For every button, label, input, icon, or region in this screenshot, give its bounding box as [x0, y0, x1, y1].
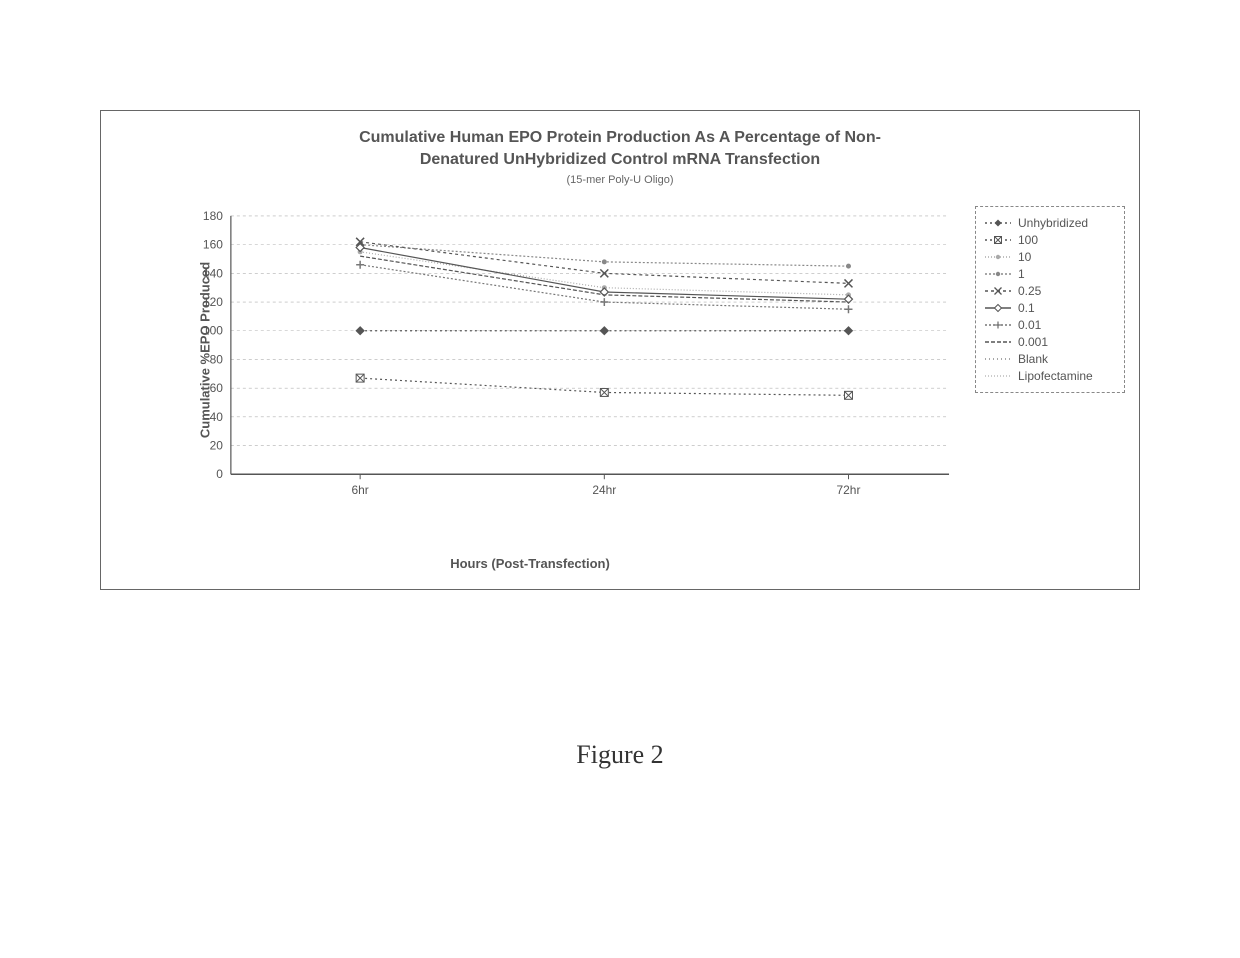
legend-label: 100: [1018, 233, 1038, 247]
legend-label: 0.1: [1018, 301, 1035, 315]
legend-swatch: [984, 318, 1012, 332]
svg-text:180: 180: [203, 209, 223, 223]
legend-item: 0.01: [984, 318, 1116, 332]
chart-subtitle: (15-mer Poly-U Oligo): [101, 174, 1139, 186]
legend-swatch: [984, 301, 1012, 315]
legend-item: 10: [984, 250, 1116, 264]
legend-item: 1: [984, 267, 1116, 281]
page: Cumulative Human EPO Protein Production …: [0, 0, 1240, 958]
svg-text:60: 60: [210, 381, 224, 395]
chart-title: Cumulative Human EPO Protein Production …: [101, 127, 1139, 170]
legend-label: 10: [1018, 250, 1031, 264]
svg-text:24hr: 24hr: [592, 483, 616, 497]
legend-swatch: [984, 369, 1012, 383]
legend: Unhybridized 100 10 1 0.25 0.1 0.01 0.001 Blank L…: [975, 206, 1125, 393]
legend-swatch: [984, 267, 1012, 281]
legend-label: 0.01: [1018, 318, 1041, 332]
legend-item: 0.1: [984, 301, 1116, 315]
legend-label: 0.001: [1018, 335, 1048, 349]
legend-item: Lipofectamine: [984, 369, 1116, 383]
svg-text:80: 80: [210, 352, 224, 366]
svg-text:40: 40: [210, 410, 224, 424]
x-axis-label: Hours (Post-Transfection): [101, 556, 959, 571]
legend-label: Unhybridized: [1018, 216, 1088, 230]
svg-text:160: 160: [203, 238, 223, 252]
legend-swatch: [984, 284, 1012, 298]
svg-text:6hr: 6hr: [351, 483, 368, 497]
legend-swatch: [984, 216, 1012, 230]
svg-text:120: 120: [203, 295, 223, 309]
legend-label: 1: [1018, 267, 1025, 281]
svg-text:100: 100: [203, 324, 223, 338]
svg-text:0: 0: [216, 467, 223, 481]
legend-swatch: [984, 250, 1012, 264]
legend-item: Unhybridized: [984, 216, 1116, 230]
legend-item: 0.001: [984, 335, 1116, 349]
plot-area: 0 20 40 60 80 100 120 140 160 180 6hr 24hr 72hr: [181, 206, 959, 514]
svg-text:72hr: 72hr: [837, 483, 861, 497]
legend-label: Lipofectamine: [1018, 369, 1093, 383]
legend-item: 100: [984, 233, 1116, 247]
legend-swatch: [984, 352, 1012, 366]
chart-title-line2: Denatured UnHybridized Control mRNA Tran…: [420, 151, 820, 168]
svg-text:140: 140: [203, 266, 223, 280]
plot-svg: 0 20 40 60 80 100 120 140 160 180 6hr 24hr 72hr: [181, 206, 959, 514]
chart-frame: Cumulative Human EPO Protein Production …: [100, 110, 1140, 590]
legend-swatch: [984, 233, 1012, 247]
svg-text:20: 20: [210, 439, 224, 453]
legend-item: Blank: [984, 352, 1116, 366]
figure-caption: Figure 2: [0, 740, 1240, 770]
legend-label: Blank: [1018, 352, 1048, 366]
legend-item: 0.25: [984, 284, 1116, 298]
legend-label: 0.25: [1018, 284, 1041, 298]
chart-title-line1: Cumulative Human EPO Protein Production …: [359, 129, 881, 146]
legend-swatch: [984, 335, 1012, 349]
